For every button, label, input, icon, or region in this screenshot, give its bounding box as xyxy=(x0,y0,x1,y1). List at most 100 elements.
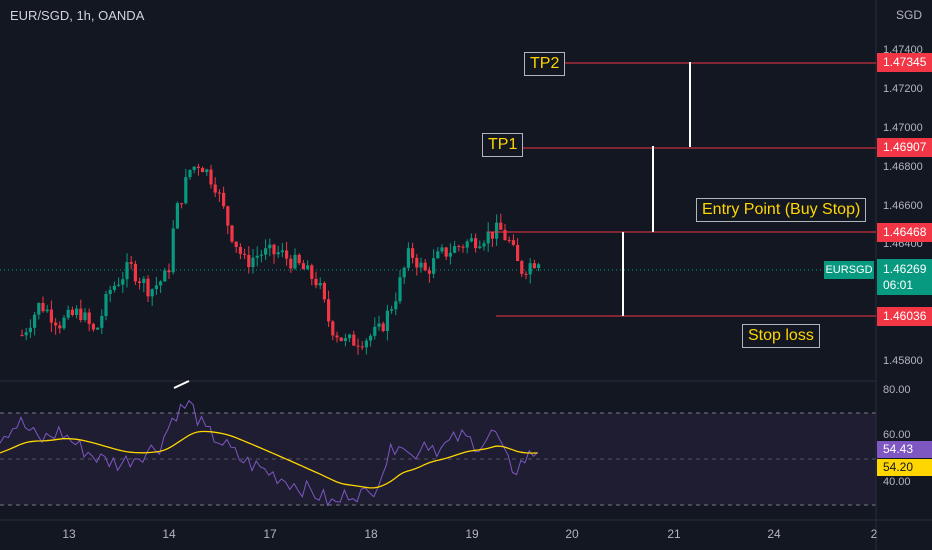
last-price: 1.46269 xyxy=(883,262,927,276)
candle-body xyxy=(415,257,419,268)
candle-body xyxy=(41,303,45,312)
candle-body xyxy=(331,321,335,336)
candle-body xyxy=(503,229,507,241)
candle-body xyxy=(192,166,196,170)
candle-body xyxy=(436,251,440,259)
candle-body xyxy=(419,262,423,268)
candle-body xyxy=(188,169,192,178)
candle-body xyxy=(247,254,251,268)
candle-body xyxy=(339,337,343,341)
candle-body xyxy=(209,169,213,185)
candle-body xyxy=(373,326,377,336)
rsi-tick: 40.00 xyxy=(883,476,911,488)
price-tick: 1.47000 xyxy=(883,122,923,134)
time-tick: 24 xyxy=(767,527,781,541)
candle-body xyxy=(268,244,272,249)
candle-body xyxy=(150,289,154,297)
candle-body xyxy=(402,267,406,278)
candle-body xyxy=(444,247,448,257)
candle-body xyxy=(96,327,100,330)
candle-body xyxy=(66,309,70,318)
candle-body xyxy=(108,289,112,295)
candle-body xyxy=(117,284,121,286)
time-tick: 17 xyxy=(263,527,277,541)
candle-body xyxy=(234,241,238,247)
time-tick: 18 xyxy=(364,527,378,541)
candle-body xyxy=(171,228,175,273)
rsi-pane xyxy=(0,382,876,520)
candle-body xyxy=(432,258,436,274)
candle-body xyxy=(112,285,116,290)
candle-body xyxy=(297,254,301,264)
tp1-label[interactable]: TP1 xyxy=(482,133,524,157)
candle-body xyxy=(196,166,200,168)
entry-price-tag: 1.46468 xyxy=(877,223,932,242)
candle-body xyxy=(264,248,268,255)
candle-body xyxy=(377,323,381,327)
rsi-line xyxy=(0,399,538,507)
stop-loss-label[interactable]: Stop loss xyxy=(742,324,820,348)
candle-body xyxy=(528,263,532,275)
candle-body xyxy=(327,299,331,322)
candle-body xyxy=(91,323,95,330)
candle-body xyxy=(154,285,158,290)
candle-body xyxy=(478,246,482,249)
candle-body xyxy=(159,281,163,286)
candle-body xyxy=(411,248,415,258)
candle-body xyxy=(499,222,503,230)
entry-point-label[interactable]: Entry Point (Buy Stop) xyxy=(696,198,867,222)
candle-body xyxy=(301,263,305,270)
rsi-tick: 80.00 xyxy=(883,384,911,396)
candle-body xyxy=(486,231,490,244)
price-tick: 1.46800 xyxy=(883,161,923,173)
candle-body xyxy=(142,278,146,283)
candle-body xyxy=(318,283,322,286)
time-tick: 20 xyxy=(565,527,579,541)
price-tick: 1.46600 xyxy=(883,200,923,212)
candle-body xyxy=(49,309,53,323)
candle-body xyxy=(306,265,310,270)
candle-body xyxy=(75,308,79,316)
rsi-ma-value-badge: 54.20 xyxy=(877,459,932,476)
time-tick: 14 xyxy=(162,527,176,541)
candle-body xyxy=(104,294,108,317)
candle-body xyxy=(440,247,444,252)
candle-body xyxy=(453,246,457,253)
price-tick: 1.45800 xyxy=(883,355,923,367)
tp2-price-tag: 1.47345 xyxy=(877,53,932,72)
candle-body xyxy=(230,225,234,242)
candle-body xyxy=(83,312,87,321)
candle-body xyxy=(133,263,137,282)
time-tick: 2 xyxy=(870,527,878,541)
price-tick: 1.47200 xyxy=(883,83,923,95)
candle-body xyxy=(238,246,242,254)
candle-body xyxy=(310,265,314,279)
candle-body xyxy=(243,253,247,255)
candle-body xyxy=(427,270,431,274)
candle-body xyxy=(511,240,515,245)
candle-body xyxy=(495,222,499,239)
candle-body xyxy=(293,254,297,269)
bar-countdown: 06:01 xyxy=(883,278,914,292)
candle-body xyxy=(28,327,32,333)
candle-body xyxy=(259,254,263,256)
candle-body xyxy=(465,241,469,248)
candle-body xyxy=(163,270,167,282)
rsi-value-badge: 54.43 xyxy=(877,441,932,458)
candle-body xyxy=(314,278,318,286)
candle-body xyxy=(138,281,142,283)
symbol-badge: EURSGD xyxy=(824,261,874,279)
candle-body xyxy=(343,338,347,341)
candle-body xyxy=(537,264,541,269)
candle-body xyxy=(474,238,478,249)
candle-body xyxy=(469,238,473,242)
candle-body xyxy=(390,309,394,311)
candle-body xyxy=(70,309,74,316)
tp2-label[interactable]: TP2 xyxy=(524,52,566,76)
candle-body xyxy=(423,262,427,271)
candle-body xyxy=(251,257,255,268)
candle-body xyxy=(175,203,179,229)
candle-body xyxy=(146,278,150,297)
time-tick: 19 xyxy=(465,527,479,541)
